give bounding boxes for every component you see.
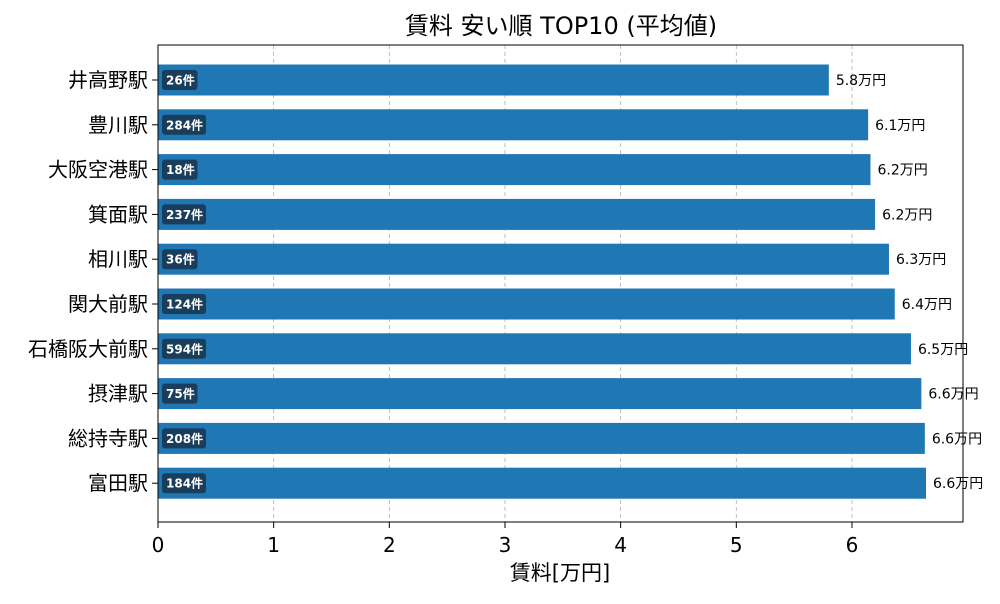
bar	[158, 288, 895, 320]
bar	[158, 422, 925, 454]
bar	[158, 243, 889, 275]
count-label: 594件	[166, 341, 203, 356]
category-label: 関大前駅	[68, 292, 148, 316]
category-label: 大阪空港駅	[48, 158, 148, 182]
count-badge	[162, 114, 206, 135]
x-axis-label: 賃料[万円]	[510, 561, 610, 585]
category-label: 富田駅	[88, 471, 148, 495]
category-label: 摂津駅	[88, 382, 148, 406]
count-badge	[162, 338, 206, 359]
count-badge	[162, 204, 206, 225]
count-badge	[162, 294, 206, 314]
plot-frame	[157, 44, 964, 523]
bar-labels: 26件 5.8万円 284件 6.1万円 18件 6.2万円 237件 6.2万円 36件 6.3…	[162, 70, 983, 494]
x-tick-label: 4	[614, 533, 627, 557]
bar	[158, 64, 829, 96]
bar	[158, 333, 911, 365]
x-tick-label: 0	[152, 533, 165, 557]
count-label: 36件	[166, 252, 195, 267]
bar	[158, 154, 871, 186]
count-label: 184件	[166, 476, 203, 491]
count-badge	[162, 383, 198, 404]
value-label: 6.3万円	[896, 252, 946, 268]
count-badge	[162, 70, 198, 90]
bar	[158, 378, 922, 410]
bar	[158, 467, 926, 499]
category-label: 箕面駅	[88, 202, 148, 226]
category-label: 総持寺駅	[68, 426, 148, 450]
x-tick-label: 6	[846, 533, 859, 557]
count-label: 208件	[166, 431, 203, 446]
count-badge	[162, 249, 198, 270]
chart-title: 賃料 安い順 TOP10 (平均値)	[405, 12, 717, 40]
bars	[158, 64, 926, 499]
count-label: 284件	[166, 117, 203, 132]
value-label: 6.2万円	[877, 163, 927, 179]
value-label: 6.6万円	[928, 387, 978, 403]
x-tick-label: 1	[267, 533, 280, 557]
value-label: 6.1万円	[875, 118, 925, 134]
count-badge	[162, 473, 206, 494]
count-label: 124件	[166, 297, 203, 312]
value-label: 6.6万円	[933, 476, 983, 492]
x-tick-label: 2	[383, 533, 396, 557]
bar	[158, 109, 869, 141]
x-tick-label: 5	[730, 533, 743, 557]
category-label: 豊川駅	[88, 113, 148, 137]
bar	[158, 198, 876, 230]
category-label: 石橋阪大前駅	[28, 337, 148, 361]
value-label: 6.6万円	[932, 431, 982, 447]
category-label: 井高野駅	[68, 68, 148, 92]
value-label: 6.5万円	[918, 342, 968, 358]
count-label: 75件	[166, 386, 195, 401]
count-badge	[162, 428, 206, 449]
count-label: 18件	[166, 162, 195, 177]
x-tick-label: 3	[499, 533, 512, 557]
count-badge	[162, 159, 198, 180]
value-label: 6.4万円	[902, 297, 952, 313]
value-label: 6.2万円	[882, 207, 932, 223]
axes: 0 1 2 3 4 5 6 井高野駅豊川駅大阪空港駅箕面駅相川駅関大前駅石橋阪大前駅摂津駅総持…	[28, 68, 858, 557]
value-label: 5.8万円	[836, 73, 886, 89]
count-label: 26件	[166, 73, 195, 88]
category-label: 相川駅	[88, 247, 148, 271]
count-label: 237件	[166, 207, 203, 222]
